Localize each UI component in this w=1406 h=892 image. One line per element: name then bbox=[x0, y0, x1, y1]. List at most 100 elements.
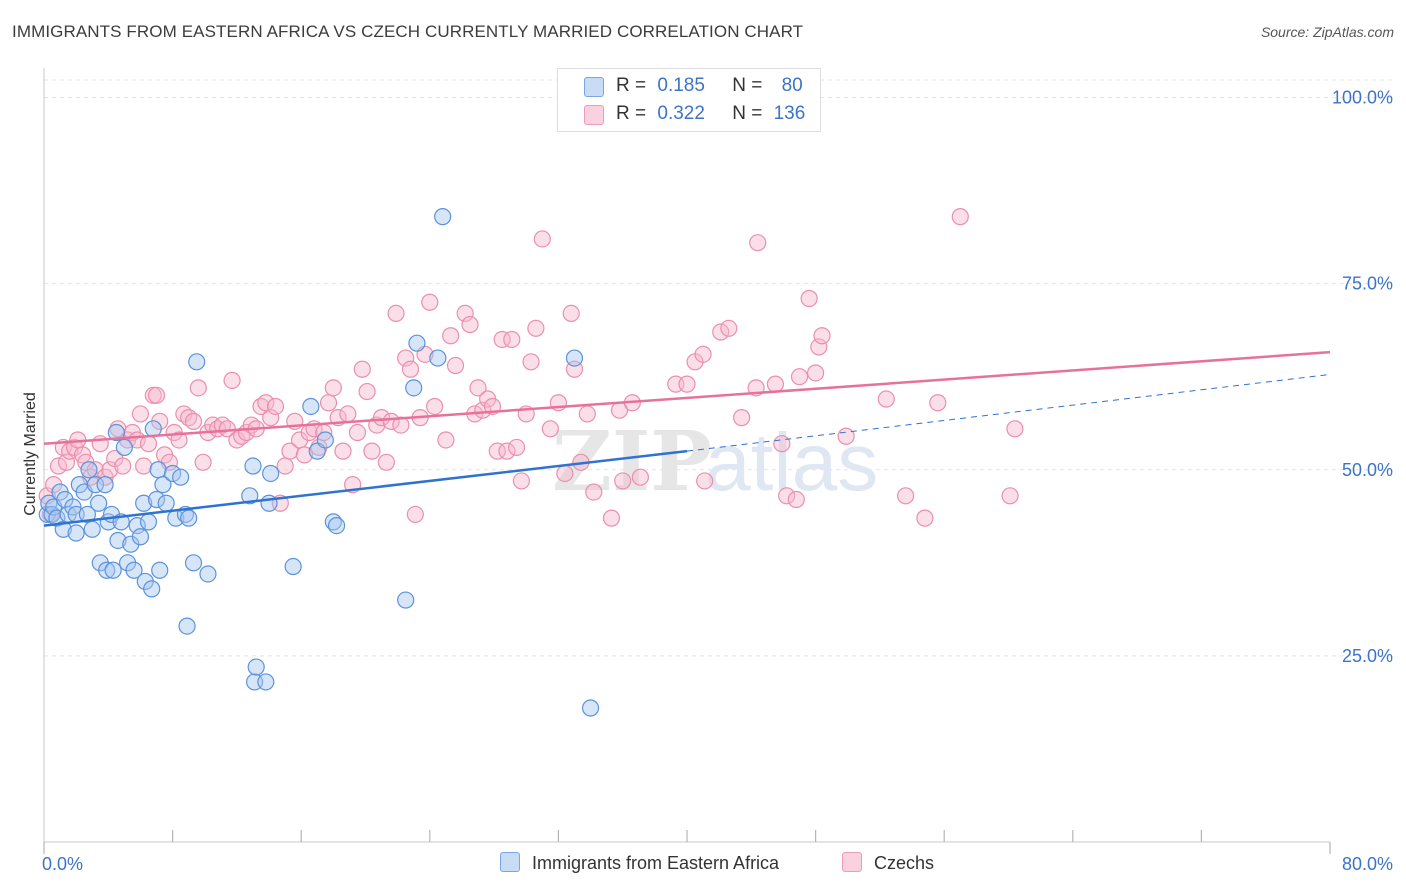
bottom-legend-swatch-blue bbox=[500, 852, 520, 872]
legend-n-label: N = bbox=[732, 103, 763, 124]
eastern-africa-point bbox=[241, 487, 259, 505]
eastern-africa-point bbox=[135, 494, 153, 512]
czechs-point bbox=[147, 386, 166, 404]
eastern-africa-point bbox=[262, 464, 280, 483]
eastern-africa-point bbox=[90, 494, 108, 512]
eastern-africa-point bbox=[434, 208, 452, 226]
source-label: Source: ZipAtlas.com bbox=[1260, 24, 1394, 40]
czechs-point bbox=[493, 330, 511, 349]
czechs-point bbox=[474, 401, 492, 419]
czechs-point bbox=[541, 420, 559, 438]
eastern-africa-point bbox=[96, 476, 114, 494]
eastern-africa-point bbox=[80, 461, 98, 479]
eastern-africa-point bbox=[429, 349, 447, 367]
czechs-point bbox=[442, 327, 460, 345]
czechs-point bbox=[578, 405, 596, 423]
eastern-africa-point bbox=[316, 431, 334, 449]
czechs-point bbox=[189, 379, 207, 397]
czechs-point bbox=[696, 472, 714, 490]
chart-title: IMMIGRANTS FROM EASTERN AFRICA VS CZECH … bbox=[12, 22, 804, 41]
czechs-point bbox=[372, 409, 391, 427]
eastern-africa-point bbox=[157, 494, 175, 512]
eastern-africa-point bbox=[581, 699, 600, 717]
czechs-point bbox=[810, 338, 828, 356]
czechs-point bbox=[837, 427, 855, 445]
czechs-point bbox=[806, 364, 825, 382]
czechs-point bbox=[339, 405, 357, 423]
y-tick-label: 25.0% bbox=[1342, 646, 1393, 666]
czechs-point bbox=[262, 409, 280, 427]
czechs-point bbox=[114, 457, 132, 475]
czechs-point bbox=[787, 490, 805, 509]
eastern-africa-point bbox=[83, 520, 101, 538]
bottom-legend-czechs: Czechs bbox=[842, 852, 934, 874]
eastern-africa-trend-line bbox=[43, 449, 688, 527]
czechs-point bbox=[602, 509, 621, 527]
trend-lines bbox=[43, 350, 1331, 527]
czechs-point bbox=[387, 304, 405, 323]
eastern-africa-point bbox=[178, 617, 196, 635]
legend-r-label: R = bbox=[616, 75, 647, 96]
czechs-point bbox=[377, 453, 395, 471]
czechs-point bbox=[437, 431, 455, 449]
bottom-legend-swatch-pink bbox=[842, 852, 862, 872]
y-tick-label: 75.0% bbox=[1342, 274, 1393, 294]
czechs-point bbox=[57, 453, 76, 471]
czechs-point bbox=[733, 409, 751, 427]
eastern-africa-point bbox=[257, 673, 275, 691]
czechs-point bbox=[456, 304, 474, 323]
eastern-africa-point bbox=[327, 516, 346, 535]
czechs-point bbox=[358, 382, 376, 401]
eastern-africa-point bbox=[154, 476, 172, 494]
eastern-africa-point bbox=[139, 513, 158, 531]
y-tick-label: 100.0% bbox=[1332, 88, 1393, 108]
legend-swatch-pink bbox=[584, 105, 604, 125]
czechs-point bbox=[139, 435, 158, 453]
eastern-africa-point bbox=[184, 554, 203, 572]
eastern-africa-point bbox=[104, 561, 122, 579]
czechs-point bbox=[488, 442, 506, 460]
czechs-point bbox=[131, 405, 150, 423]
czechs-point bbox=[916, 509, 934, 527]
eastern-africa-point bbox=[147, 490, 166, 509]
czechs-point bbox=[446, 356, 465, 375]
eastern-africa-point bbox=[284, 557, 302, 576]
czechs-point bbox=[562, 304, 580, 323]
eastern-africa-point bbox=[244, 457, 262, 475]
czechs-point bbox=[951, 208, 969, 226]
grid-lines bbox=[44, 79, 1392, 657]
eastern-africa-point bbox=[151, 561, 169, 579]
eastern-africa-trend-extension bbox=[686, 373, 1331, 452]
czechs-point bbox=[276, 457, 294, 475]
eastern-africa-point bbox=[149, 461, 167, 479]
czechs-point bbox=[1001, 487, 1019, 505]
czechs-point bbox=[324, 379, 342, 397]
czechs-point bbox=[778, 487, 796, 505]
eastern-africa-point bbox=[565, 349, 584, 367]
czechs-point bbox=[334, 442, 352, 460]
bottom-legend-label: Immigrants from Eastern Africa bbox=[532, 853, 780, 873]
czechs-point bbox=[556, 464, 574, 483]
eastern-africa-point bbox=[247, 658, 265, 676]
czechs-point bbox=[382, 412, 400, 430]
tick-labels: 100.0% 75.0% 50.0% 25.0% 0.0% 80.0% bbox=[42, 88, 1393, 875]
czechs-point bbox=[469, 379, 487, 397]
eastern-africa-point bbox=[86, 476, 105, 494]
x-tick-label: 0.0% bbox=[42, 854, 83, 874]
czechs-point bbox=[766, 375, 785, 393]
czechs-point bbox=[353, 360, 371, 378]
eastern-africa-point bbox=[67, 524, 85, 542]
eastern-africa-point bbox=[180, 509, 198, 527]
eastern-africa-point bbox=[143, 580, 161, 598]
legend-n-label: N = bbox=[732, 75, 763, 96]
eastern-africa-point bbox=[98, 561, 116, 579]
eastern-africa-points bbox=[38, 208, 600, 717]
czechs-point bbox=[421, 293, 439, 311]
eastern-africa-point bbox=[199, 565, 217, 583]
correlation-legend: R = 0.185 N = 80 R = 0.322 N = 136 bbox=[557, 68, 821, 132]
czechs-point bbox=[773, 435, 791, 453]
czechs-point bbox=[503, 330, 521, 349]
eastern-africa-point bbox=[109, 531, 127, 550]
czechs-point bbox=[498, 442, 516, 460]
